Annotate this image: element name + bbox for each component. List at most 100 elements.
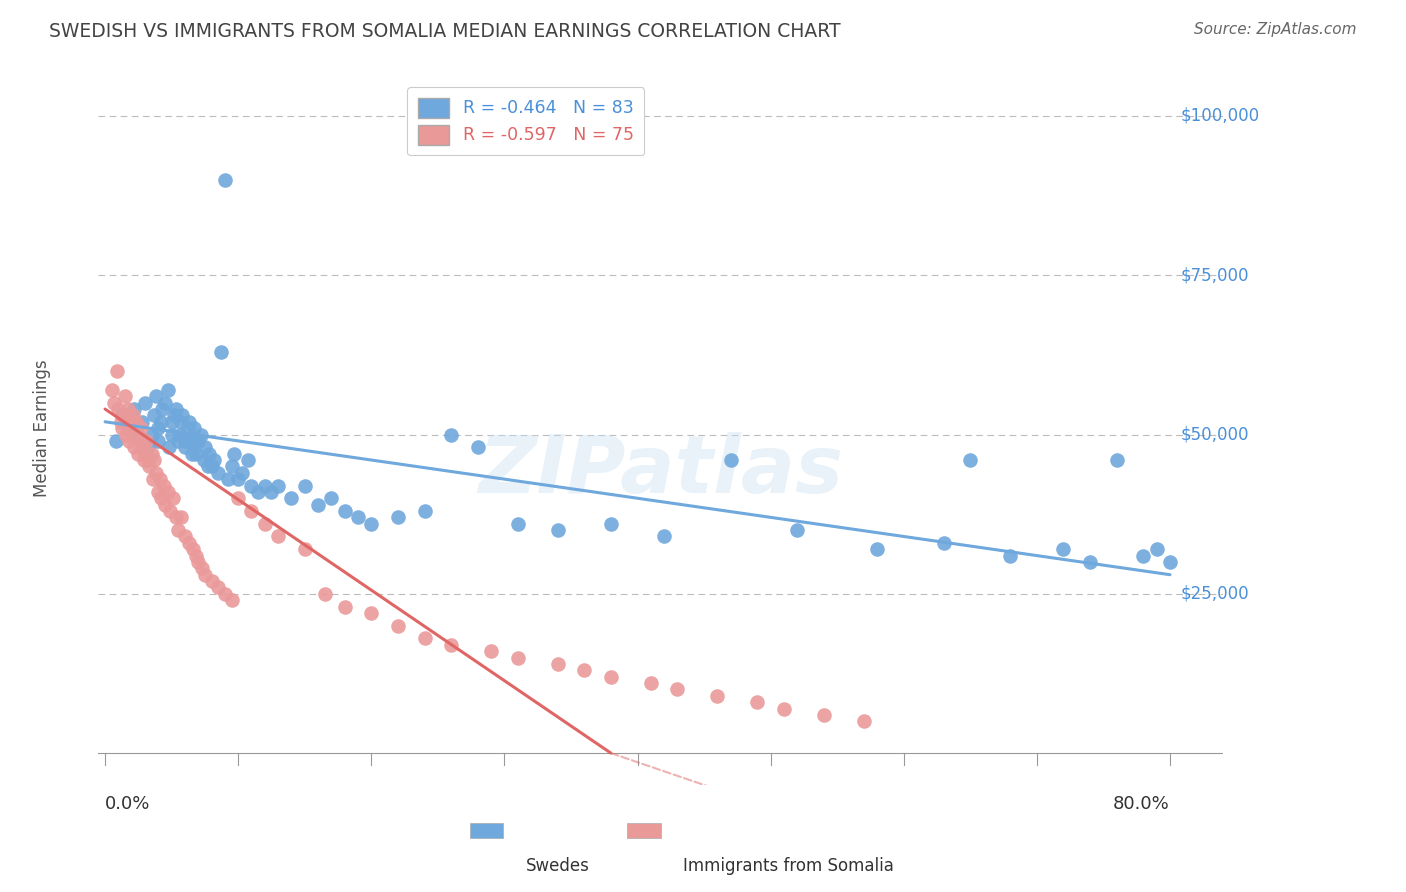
Point <box>294 478 316 492</box>
Point <box>132 453 155 467</box>
Text: 80.0%: 80.0% <box>1114 795 1170 813</box>
Text: $100,000: $100,000 <box>1181 107 1260 125</box>
Point <box>181 542 204 557</box>
Point <box>160 415 183 429</box>
Point <box>162 491 184 506</box>
Point <box>706 689 728 703</box>
Point <box>131 415 153 429</box>
Point <box>111 421 134 435</box>
Point <box>231 466 253 480</box>
Point <box>115 427 138 442</box>
Point <box>221 459 243 474</box>
Point <box>110 415 132 429</box>
Point <box>307 498 329 512</box>
Point <box>165 402 187 417</box>
Text: $75,000: $75,000 <box>1181 266 1250 285</box>
Point <box>198 447 221 461</box>
Point <box>148 421 170 435</box>
Point <box>142 472 165 486</box>
Point <box>148 484 170 499</box>
Point <box>156 484 179 499</box>
Point <box>202 453 225 467</box>
Point <box>143 409 166 423</box>
Point <box>1159 555 1181 569</box>
Point <box>599 516 621 531</box>
Point <box>187 555 209 569</box>
Point <box>167 523 190 537</box>
Point <box>170 415 193 429</box>
Point <box>174 434 197 448</box>
Point <box>136 453 159 467</box>
Point <box>169 427 191 442</box>
Point <box>253 516 276 531</box>
Point <box>180 447 202 461</box>
Point <box>932 536 955 550</box>
Point <box>152 478 174 492</box>
Point <box>105 364 128 378</box>
Point <box>200 459 222 474</box>
Point <box>177 536 200 550</box>
Point <box>159 504 181 518</box>
Point <box>156 383 179 397</box>
Point <box>1078 555 1101 569</box>
Point <box>184 549 207 563</box>
Legend: R = -0.464   N = 83, R = -0.597   N = 75: R = -0.464 N = 83, R = -0.597 N = 75 <box>408 87 644 155</box>
Text: Swedes: Swedes <box>526 857 589 875</box>
FancyBboxPatch shape <box>627 822 661 838</box>
Point <box>413 504 436 518</box>
Point <box>150 402 173 417</box>
Point <box>143 453 166 467</box>
Point <box>387 510 409 524</box>
Point <box>479 644 502 658</box>
Text: ZIPatlas: ZIPatlas <box>478 432 844 510</box>
Point <box>1052 542 1074 557</box>
Point <box>209 344 232 359</box>
Point <box>599 670 621 684</box>
Point <box>163 409 186 423</box>
Point <box>153 498 176 512</box>
Point <box>174 440 197 454</box>
Point <box>141 427 163 442</box>
Point <box>148 434 170 448</box>
Point <box>652 529 675 543</box>
Point <box>112 409 135 423</box>
Point <box>720 453 742 467</box>
Text: 0.0%: 0.0% <box>105 795 150 813</box>
Point <box>124 440 146 454</box>
Point <box>640 676 662 690</box>
Point <box>136 440 159 454</box>
Point <box>207 581 229 595</box>
Point <box>347 510 370 524</box>
Point <box>187 434 209 448</box>
Point <box>413 632 436 646</box>
Point <box>104 434 127 448</box>
Point <box>127 447 149 461</box>
Point <box>666 682 689 697</box>
Point <box>1146 542 1168 557</box>
Point <box>125 415 148 429</box>
Point <box>176 421 198 435</box>
Point <box>134 395 156 409</box>
Point <box>852 714 875 729</box>
Point <box>131 440 153 454</box>
Point <box>165 510 187 524</box>
Point <box>959 453 981 467</box>
Point <box>267 529 290 543</box>
Point <box>107 402 129 417</box>
Point <box>124 402 146 417</box>
Text: Median Earnings: Median Earnings <box>34 359 51 497</box>
Text: Source: ZipAtlas.com: Source: ZipAtlas.com <box>1194 22 1357 37</box>
Point <box>191 561 214 575</box>
Point <box>506 650 529 665</box>
Point <box>149 472 172 486</box>
Point <box>224 447 246 461</box>
Point <box>440 427 463 442</box>
Point <box>440 638 463 652</box>
Point <box>240 504 263 518</box>
Point <box>149 491 172 506</box>
Point <box>200 574 222 588</box>
Point <box>207 466 229 480</box>
Point <box>574 663 596 677</box>
Point <box>190 427 212 442</box>
Point <box>1000 549 1022 563</box>
